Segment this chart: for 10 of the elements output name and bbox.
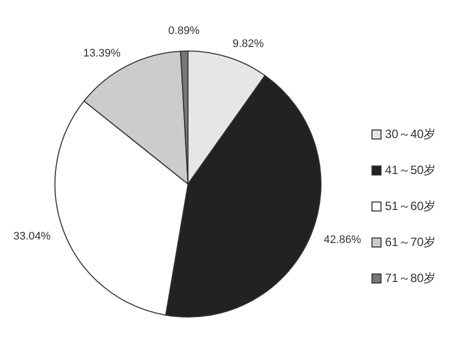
data-label: 13.39% [83, 47, 121, 60]
data-label: 42.86% [324, 234, 362, 246]
data-label: 0.89% [168, 24, 200, 37]
data-label: 33.04% [13, 230, 51, 242]
legend-label: 30～40岁 [385, 127, 436, 142]
legend-label: 61～70岁 [385, 235, 436, 250]
legend-label: 51～60岁 [385, 199, 436, 214]
legend-label: 41～50岁 [385, 163, 436, 178]
legend-label: 71～80岁 [385, 271, 436, 286]
data-label: 9.82% [232, 38, 264, 50]
